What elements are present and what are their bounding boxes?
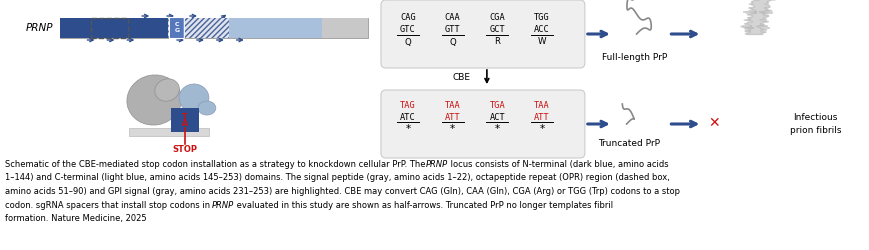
Text: Truncated PrP: Truncated PrP xyxy=(597,140,659,148)
Text: *: * xyxy=(405,124,410,134)
Bar xyxy=(229,18,322,38)
Text: *: * xyxy=(494,124,500,134)
Text: GTT: GTT xyxy=(444,26,460,35)
Bar xyxy=(60,18,368,38)
Text: Full-length PrP: Full-length PrP xyxy=(601,54,667,62)
FancyBboxPatch shape xyxy=(381,0,584,68)
Ellipse shape xyxy=(127,75,182,125)
Text: GTC: GTC xyxy=(400,26,415,35)
Text: ATT: ATT xyxy=(444,112,460,122)
Text: Q: Q xyxy=(448,38,455,46)
FancyBboxPatch shape xyxy=(381,90,584,158)
Text: CBE: CBE xyxy=(453,72,470,82)
Text: PRNP: PRNP xyxy=(26,23,54,33)
Text: CAA: CAA xyxy=(444,14,460,22)
Text: Infectious
prion fibrils: Infectious prion fibrils xyxy=(789,113,840,135)
Text: locus consists of N-terminal (dark blue, amino acids: locus consists of N-terminal (dark blue,… xyxy=(448,160,667,169)
Text: R: R xyxy=(494,38,500,46)
Text: TAA: TAA xyxy=(444,100,460,110)
Text: CAG: CAG xyxy=(400,14,415,22)
Text: STOP: STOP xyxy=(172,146,197,154)
Text: evaluated in this study are shown as half-arrows. Truncated PrP no longer templa: evaluated in this study are shown as hal… xyxy=(234,200,612,209)
Text: TGG: TGG xyxy=(534,14,549,22)
Text: ACT: ACT xyxy=(489,112,505,122)
Ellipse shape xyxy=(198,101,216,115)
Bar xyxy=(168,18,229,38)
Text: CGA: CGA xyxy=(489,14,505,22)
Text: formation. Nature Medicine, 2025: formation. Nature Medicine, 2025 xyxy=(5,214,147,223)
Ellipse shape xyxy=(155,79,179,101)
Text: Schematic of the CBE-mediated stop codon installation as a strategy to knockdown: Schematic of the CBE-mediated stop codon… xyxy=(5,160,428,169)
Text: ACC: ACC xyxy=(534,26,549,35)
Bar xyxy=(168,18,229,38)
FancyBboxPatch shape xyxy=(169,18,184,38)
Text: T: T xyxy=(182,114,188,122)
Text: PRNP: PRNP xyxy=(425,160,448,169)
Text: amino acids 51–90) and GPI signal (gray, amino acids 231–253) are highlighted. C: amino acids 51–90) and GPI signal (gray,… xyxy=(5,187,680,196)
Text: codon. sgRNA spacers that install stop codons in: codon. sgRNA spacers that install stop c… xyxy=(5,200,213,209)
Text: ATC: ATC xyxy=(400,112,415,122)
Text: W: W xyxy=(537,38,546,46)
Text: TAA: TAA xyxy=(534,100,549,110)
Text: TGA: TGA xyxy=(489,100,505,110)
Bar xyxy=(129,128,209,136)
Text: *: * xyxy=(539,124,544,134)
Text: TAG: TAG xyxy=(400,100,415,110)
Bar xyxy=(60,18,168,38)
Text: C: C xyxy=(175,22,179,28)
Text: *: * xyxy=(449,124,454,134)
Text: PRNP: PRNP xyxy=(211,200,234,209)
Text: Q: Q xyxy=(404,38,411,46)
Bar xyxy=(90,18,128,38)
Text: A: A xyxy=(182,120,188,128)
Text: ✕: ✕ xyxy=(707,116,720,130)
Bar xyxy=(171,108,199,132)
Text: G: G xyxy=(174,28,179,34)
Text: ATT: ATT xyxy=(534,112,549,122)
Bar xyxy=(322,18,368,38)
Text: 1–144) and C-terminal (light blue, amino acids 145–253) domains. The signal pept: 1–144) and C-terminal (light blue, amino… xyxy=(5,174,669,182)
Ellipse shape xyxy=(179,84,209,112)
Text: GCT: GCT xyxy=(489,26,505,35)
